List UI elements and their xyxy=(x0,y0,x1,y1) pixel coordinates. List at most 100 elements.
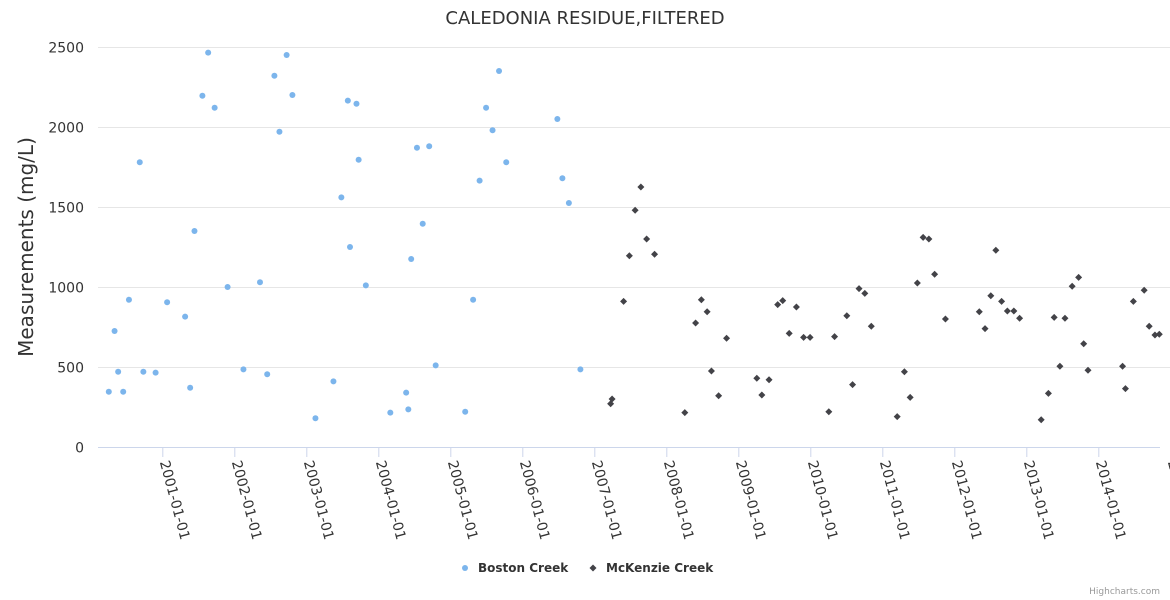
data-point[interactable] xyxy=(403,389,410,396)
data-point[interactable] xyxy=(462,408,469,415)
data-point[interactable] xyxy=(1129,297,1137,305)
data-point[interactable] xyxy=(115,368,122,375)
data-point[interactable] xyxy=(625,252,633,260)
data-point[interactable] xyxy=(925,235,933,243)
data-point[interactable] xyxy=(355,156,362,163)
data-point[interactable] xyxy=(998,297,1006,305)
data-point[interactable] xyxy=(182,313,189,320)
data-point[interactable] xyxy=(191,228,198,234)
data-point[interactable] xyxy=(825,408,833,416)
data-point[interactable] xyxy=(893,413,901,421)
data-point[interactable] xyxy=(125,296,132,303)
data-point[interactable] xyxy=(1151,331,1159,339)
data-point[interactable] xyxy=(353,100,360,107)
data-point[interactable] xyxy=(723,334,731,342)
data-point[interactable] xyxy=(1061,314,1069,322)
data-point[interactable] xyxy=(419,220,426,227)
data-point[interactable] xyxy=(413,144,420,151)
data-point[interactable] xyxy=(643,235,651,243)
data-point[interactable] xyxy=(1080,340,1088,348)
data-point[interactable] xyxy=(1037,416,1045,424)
data-point[interactable] xyxy=(1140,286,1148,294)
data-point[interactable] xyxy=(1050,313,1058,321)
data-point[interactable] xyxy=(289,92,296,98)
data-point[interactable] xyxy=(577,366,584,373)
data-point[interactable] xyxy=(408,256,415,262)
data-point[interactable] xyxy=(992,246,1000,254)
data-point[interactable] xyxy=(1075,273,1083,281)
data-point[interactable] xyxy=(1084,366,1092,374)
data-point[interactable] xyxy=(792,303,800,311)
data-point[interactable] xyxy=(800,333,808,341)
data-point[interactable] xyxy=(312,415,319,422)
data-point[interactable] xyxy=(981,325,989,333)
legend[interactable]: Boston Creek McKenzie Creek xyxy=(462,561,714,575)
data-point[interactable] xyxy=(861,289,869,297)
data-point[interactable] xyxy=(753,374,761,382)
data-point[interactable] xyxy=(831,333,839,341)
data-point[interactable] xyxy=(199,92,206,99)
data-point[interactable] xyxy=(941,315,949,323)
data-point[interactable] xyxy=(1003,307,1011,315)
data-point[interactable] xyxy=(1010,307,1018,315)
data-point[interactable] xyxy=(283,52,290,58)
data-point[interactable] xyxy=(855,285,863,293)
data-point[interactable] xyxy=(257,279,263,286)
data-point[interactable] xyxy=(697,296,705,304)
data-point[interactable] xyxy=(140,368,147,375)
data-point[interactable] xyxy=(1056,362,1064,370)
data-point[interactable] xyxy=(565,200,572,206)
data-point[interactable] xyxy=(631,206,639,214)
data-point[interactable] xyxy=(849,381,857,389)
legend-item-mckenzie-creek[interactable]: McKenzie Creek xyxy=(589,561,715,575)
data-point[interactable] xyxy=(240,366,247,373)
data-point[interactable] xyxy=(987,292,995,300)
data-point[interactable] xyxy=(919,233,927,241)
data-point[interactable] xyxy=(975,308,983,316)
data-point[interactable] xyxy=(779,297,787,305)
data-point[interactable] xyxy=(758,391,766,399)
data-point[interactable] xyxy=(765,376,773,384)
data-point[interactable] xyxy=(1016,314,1024,322)
data-point[interactable] xyxy=(387,409,394,416)
data-point[interactable] xyxy=(692,319,700,327)
credits-link[interactable]: Highcharts.com xyxy=(1089,587,1160,597)
data-point[interactable] xyxy=(105,388,112,395)
data-point[interactable] xyxy=(703,308,711,316)
data-point[interactable] xyxy=(559,175,566,182)
data-point[interactable] xyxy=(187,384,194,391)
data-point[interactable] xyxy=(608,395,616,403)
data-point[interactable] xyxy=(205,49,212,56)
legend-item-boston-creek[interactable]: Boston Creek xyxy=(462,561,569,575)
data-point[interactable] xyxy=(1119,362,1127,370)
data-point[interactable] xyxy=(120,388,127,395)
data-point[interactable] xyxy=(264,371,271,378)
data-point[interactable] xyxy=(906,393,914,401)
data-point[interactable] xyxy=(470,296,477,303)
data-point[interactable] xyxy=(496,68,503,74)
data-point[interactable] xyxy=(362,282,369,289)
data-point[interactable] xyxy=(900,368,908,376)
data-point[interactable] xyxy=(476,177,483,184)
data-point[interactable] xyxy=(152,369,159,376)
data-point[interactable] xyxy=(489,127,496,134)
data-point[interactable] xyxy=(707,367,715,375)
data-point[interactable] xyxy=(338,194,345,201)
data-point[interactable] xyxy=(483,104,490,111)
data-point[interactable] xyxy=(344,97,351,104)
data-point[interactable] xyxy=(347,244,353,250)
data-point[interactable] xyxy=(785,329,793,337)
data-point[interactable] xyxy=(164,299,171,306)
data-point[interactable] xyxy=(1145,322,1153,330)
data-point[interactable] xyxy=(637,183,645,191)
data-point[interactable] xyxy=(867,322,875,330)
data-point[interactable] xyxy=(774,301,782,309)
data-point[interactable] xyxy=(843,312,851,320)
data-point[interactable] xyxy=(503,159,510,166)
data-point[interactable] xyxy=(136,159,143,166)
data-point[interactable] xyxy=(913,279,921,287)
data-point[interactable] xyxy=(224,284,231,290)
data-point[interactable] xyxy=(651,250,659,258)
data-point[interactable] xyxy=(806,333,814,341)
data-point[interactable] xyxy=(1044,389,1052,397)
